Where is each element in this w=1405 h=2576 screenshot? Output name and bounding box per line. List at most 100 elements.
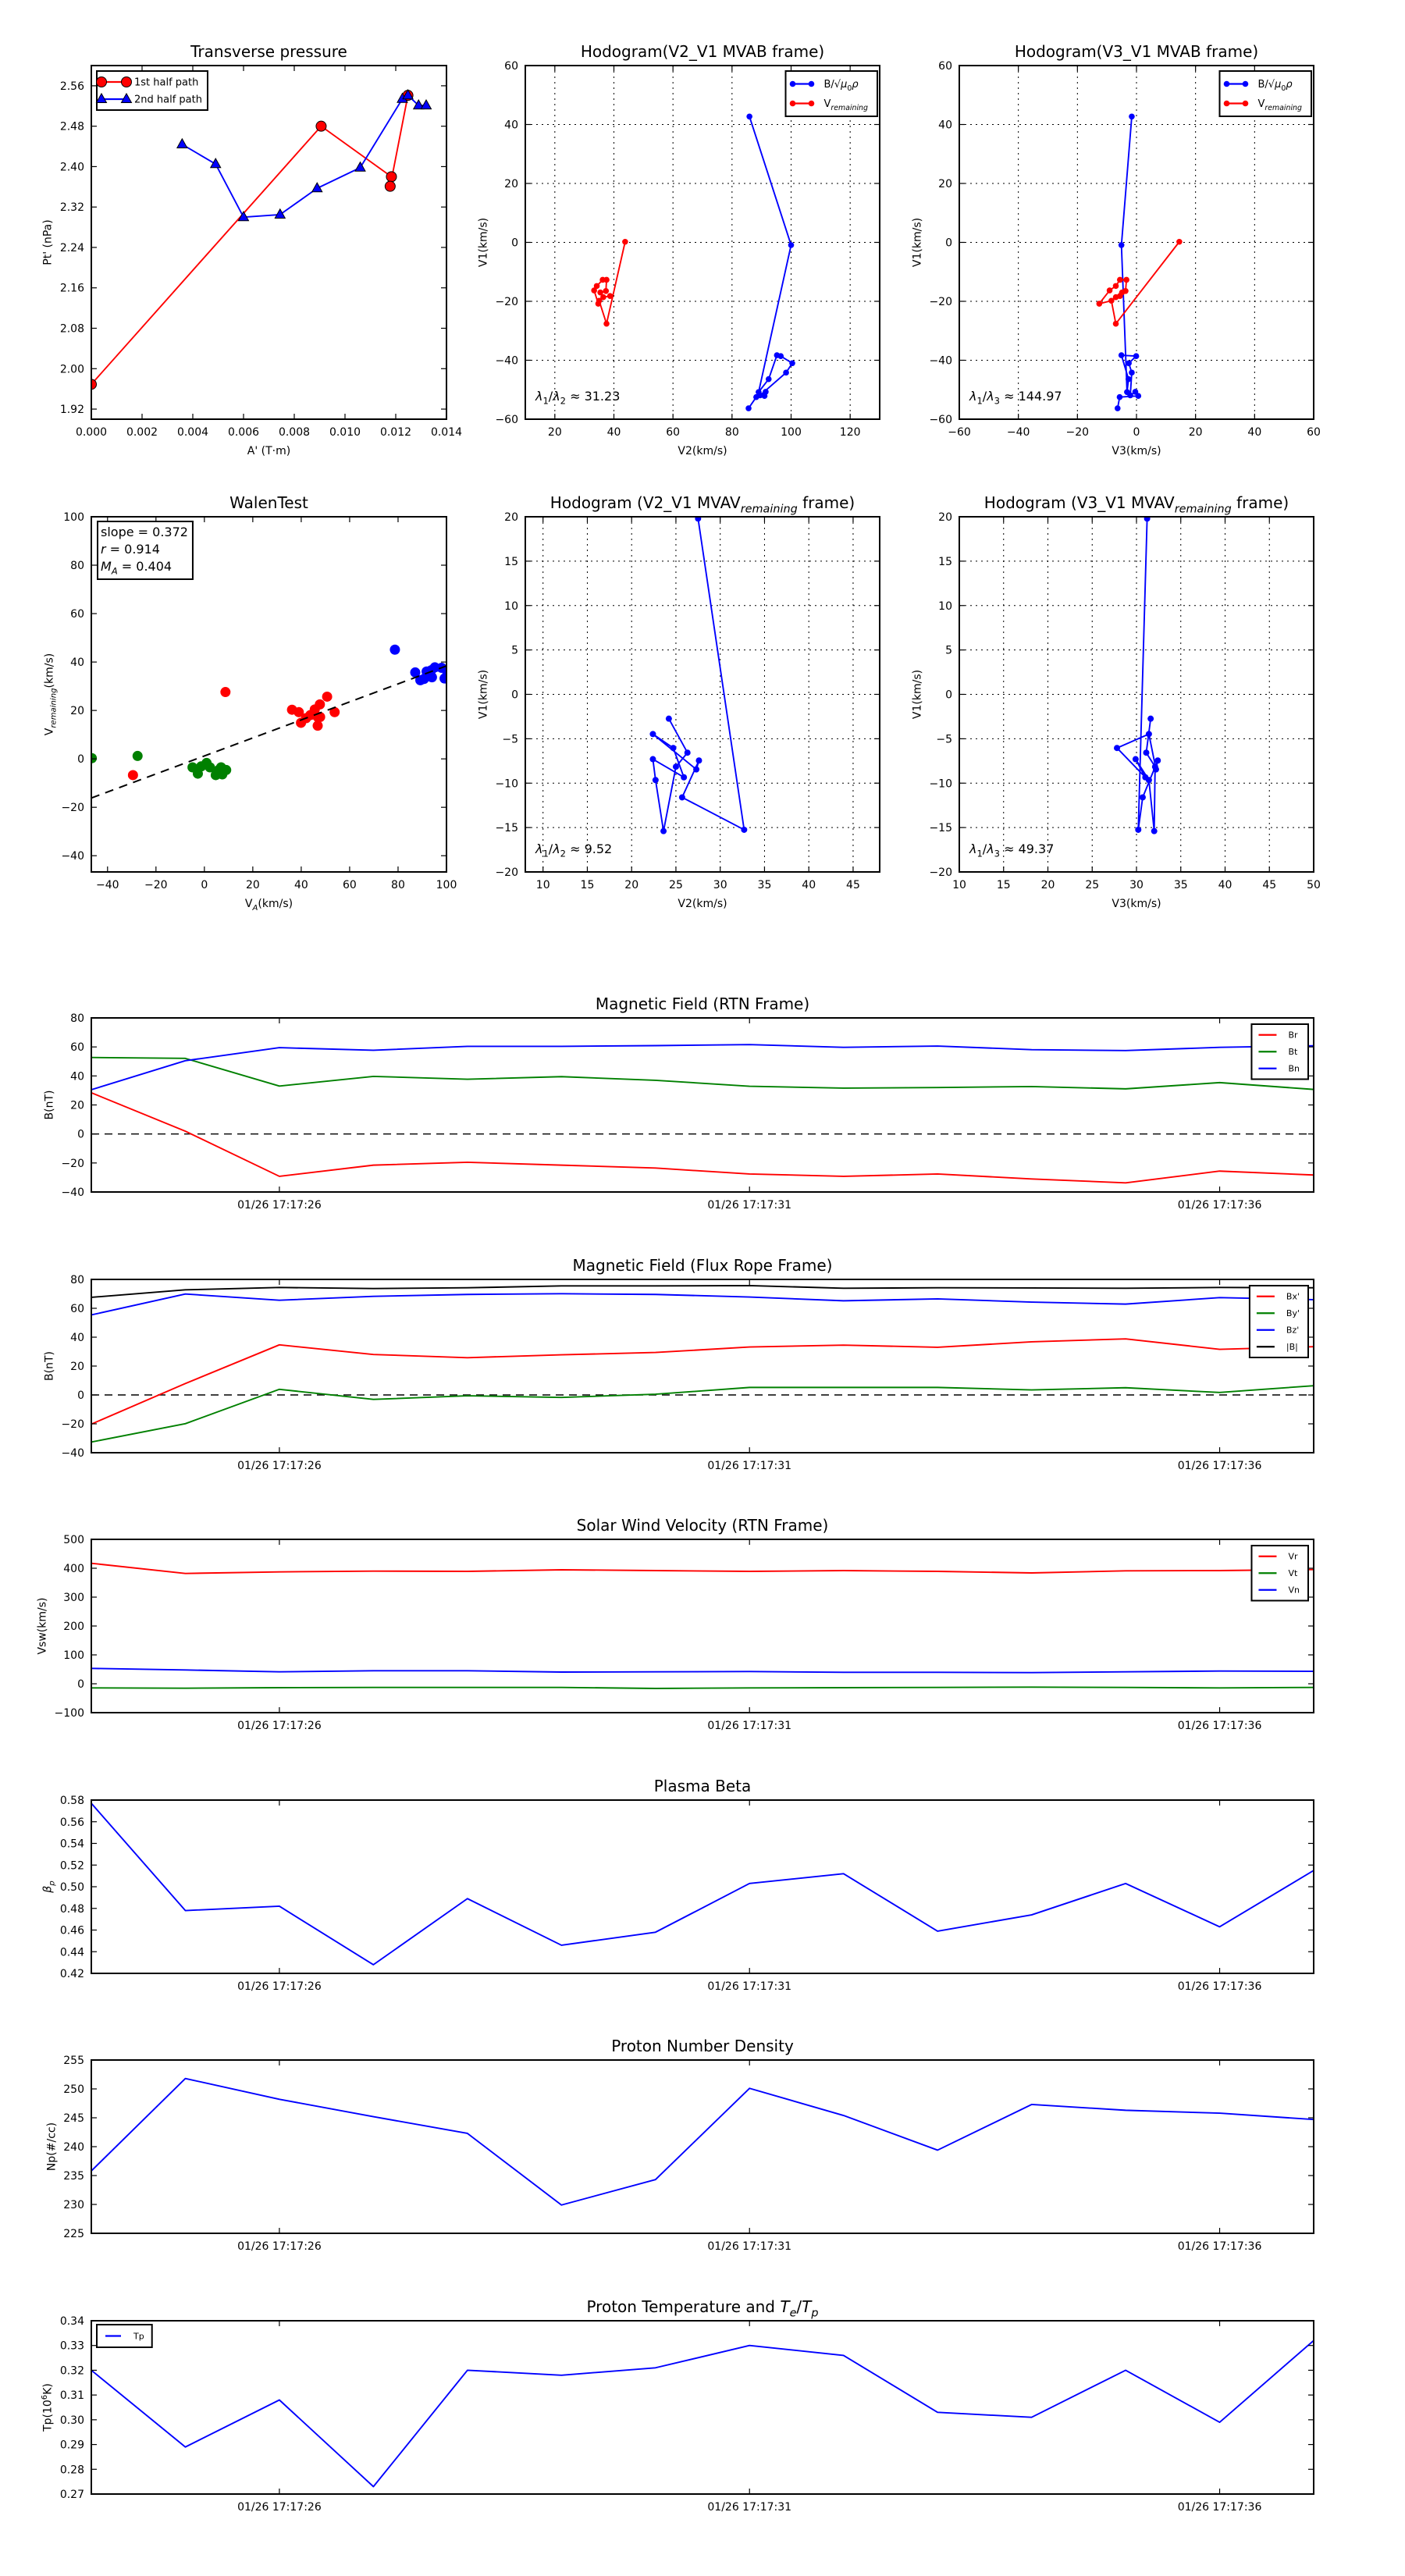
magnetic-field-flux-rope-ytick-label: −40 [61,1447,84,1460]
proton-number-density-ytick-label: 235 [63,2170,84,2183]
transverse-pressure-legend-marker-2nd-half-path [120,92,133,104]
walen-test-x-axis-label-part: A [251,904,258,913]
magnetic-field-rtn-bt-line [91,1056,1314,1091]
hodogram-v3-v1-mvav-xtick-label: 50 [1307,879,1321,891]
walen-test-stats-box-frame [97,521,194,580]
transverse-pressure-legend-marker-1st-half-path [96,76,107,87]
walen-test-stats-box: slope = 0.372 r = 0.914 MA = 0.404 [97,521,194,580]
hodogram-v3-v1-mvav-ytick-label: −5 [936,733,952,745]
hodogram-v2-v1-mvab-ytick-label: 20 [504,178,518,190]
transverse-pressure-ytick-label: 2.16 [60,283,84,295]
walen-test-stats-line-ma-part: = 0.404 [118,559,172,574]
transverse-pressure-xtick-label: 0.010 [329,426,361,439]
hodogram-v2-v1-mvab-eigenvalue-ratio-part: / [549,389,553,404]
proton-number-density-y-axis-label: Np(#/cc) [45,2122,58,2171]
hodogram-v2-v1-mvav-ytick-label: 15 [504,556,518,568]
hodogram-v3-v1-mvab-legend-label-b-0: B/√μ0ρ [1258,79,1293,93]
walen-test-stats-line-ma: MA = 0.404 [101,559,172,576]
hodogram-v2-v1-mvab-b-0-point [761,393,768,399]
hodogram-v3-v1-mvav-title-part: frame) [1232,493,1289,512]
hodogram-v3-v1-mvab-legend-label-b-0-part: B/√ [1258,79,1275,91]
hodogram-v2-v1-mvav-series-0-point [672,763,679,770]
hodogram-v2-v1-mvab-eigenvalue-ratio-part: 2 [560,395,566,406]
hodogram-v3-v1-mvab-eigenvalue-ratio: λ1/λ3 ≈ 144.97 [969,389,1062,406]
walen-test-series-0-point [205,762,215,773]
hodogram-v3-v1-mvab-xtick-label: 60 [1307,426,1321,439]
hodogram-v3-v1-mvav-ytick-label: −20 [929,866,952,879]
hodogram-v3-v1-mvab-y-axis-label: V1(km/s) [911,218,923,267]
walen-test-series-0-point [221,764,232,775]
proton-number-density-xtick-label: 01/26 17:17:31 [707,2240,791,2253]
hodogram-v2-v1-mvab-legend-label-vremaining-part: remaining [831,104,868,112]
hodogram-v3-v1-mvab-b-0-point [1125,375,1132,382]
walen-test-series-0-point [132,750,143,761]
hodogram-v2-v1-mvav-series-0-line [652,518,745,832]
proton-temperature-ytick-label: 0.28 [60,2464,84,2476]
hodogram-v3-v1-mvav-ytick-label: −10 [929,777,952,790]
proton-temperature-legend-frame [96,2324,153,2348]
plasma-beta-ytick-label: 0.50 [60,1881,84,1894]
hodogram-v2-v1-mvab-eigenvalue-ratio-part: 1 [542,395,548,406]
transverse-pressure-2nd-half-path-point [311,182,323,193]
magnetic-field-flux-rope-legend-label-by: By' [1286,1308,1300,1318]
magnetic-field-rtn-xtick-label: 01/26 17:17:36 [1178,1199,1262,1212]
magnetic-field-flux-rope-xtick-label: 01/26 17:17:26 [237,1460,322,1472]
proton-temperature-axes-frame [91,2320,1314,2495]
hodogram-v2-v1-mvav-eigenvalue-ratio: λ1/λ2 ≈ 9.52 [535,841,612,859]
hodogram-v3-v1-mvab-b-0-point [1114,405,1121,411]
hodogram-v2-v1-mvab-eigenvalue-ratio: λ1/λ2 ≈ 31.23 [535,389,620,406]
hodogram-v3-v1-mvab-vremaining-point [1117,293,1123,300]
hodogram-v2-v1-mvab-xtick-label: 100 [781,426,802,439]
hodogram-v2-v1-mvav-data [649,517,748,834]
magnetic-field-flux-rope-legend-label-b: |B| [1286,1342,1298,1352]
proton-number-density-chart: 01/26 17:17:26 01/26 17:17:31 01/26 17:17:… [45,2037,1314,2253]
hodogram-v2-v1-mvab-ytick-label: 40 [504,119,518,132]
walen-test-series-0-point [91,753,98,763]
hodogram-v2-v1-mvav-ytick-label: −20 [495,866,518,879]
transverse-pressure-2nd-half-path-point [420,98,432,110]
hodogram-v2-v1-mvab-ytick-label: 60 [504,60,518,73]
walen-test-stats-line-slope: slope = 0.372 [101,525,188,539]
hodogram-v2-v1-mvab-vremaining-point [600,294,606,301]
hodogram-v2-v1-mvab-ytick-label: −40 [495,355,518,368]
magnetic-field-rtn-legend-label-bt: Bt [1288,1047,1298,1057]
hodogram-v2-v1-mvav-xtick-label: 10 [536,879,550,891]
proton-temperature-data [91,2339,1314,2488]
hodogram-v3-v1-mvab-ytick-label: 40 [938,119,952,132]
hodogram-v3-v1-mvav-ytick-label: 15 [938,556,952,568]
magnetic-field-flux-rope-title: Magnetic Field (Flux Rope Frame) [573,1256,833,1275]
hodogram-v3-v1-mvav-series-0-point [1135,826,1142,833]
hodogram-v2-v1-mvab-vremaining-point [597,289,603,296]
solar-wind-velocity-vn-line [91,1667,1314,1674]
hodogram-v3-v1-mvav-xtick-label: 40 [1218,879,1232,891]
walen-test-xtick-label: 0 [201,879,208,891]
walen-test-xtick-label: 40 [294,879,308,891]
hodogram-v2-v1-mvab-xtick-label: 80 [725,426,739,439]
hodogram-v2-v1-mvab-vremaining-point [603,287,610,294]
walen-test-y-axis-label-part: remaining [49,688,58,728]
hodogram-v3-v1-mvab-b-0-point [1127,392,1133,399]
magnetic-field-flux-rope-legend-label-bz: Bz' [1286,1325,1299,1336]
walen-test-series-2-point [410,667,421,678]
walen-test-series-1-point [329,706,340,717]
proton-temperature-chart: 01/26 17:17:26 01/26 17:17:31 01/26 17:17:… [41,2297,1314,2514]
plasma-beta-xtick-label: 01/26 17:17:31 [707,1980,791,1993]
hodogram-v3-v1-mvab-legend-marker-b-0 [1223,80,1230,87]
hodogram-v2-v1-mvav-ytick-label: −5 [502,733,518,745]
walen-test-ytick-label: 40 [70,656,84,669]
magnetic-field-rtn-br-line [91,1092,1314,1184]
transverse-pressure-xtick-label: 0.006 [228,426,259,439]
hodogram-v3-v1-mvab-xtick-label: 40 [1247,426,1261,439]
transverse-pressure-plot-area [91,66,446,419]
hodogram-v2-v1-mvab-vremaining-point [622,238,628,245]
hodogram-v2-v1-mvab-b-0-point [789,360,795,367]
hodogram-v3-v1-mvav-eigenvalue-ratio-part: 1 [976,848,982,859]
hodogram-v3-v1-mvav-series-0-point [1145,731,1152,738]
walen-test-y-axis-label: Vremaining(km/s) [43,653,58,735]
magnetic-field-flux-rope-legend: Bx' By' Bz' |B| [1248,1285,1310,1358]
hodogram-v3-v1-mvav-ytick-label: 10 [938,600,952,613]
transverse-pressure-ytick-label: 2.32 [60,201,84,214]
walen-test-ytick-label: 80 [70,560,84,572]
hodogram-v2-v1-mvav-eigenvalue-ratio-part: 2 [560,848,566,859]
hodogram-v2-v1-mvab-ytick-label: −60 [495,414,518,426]
